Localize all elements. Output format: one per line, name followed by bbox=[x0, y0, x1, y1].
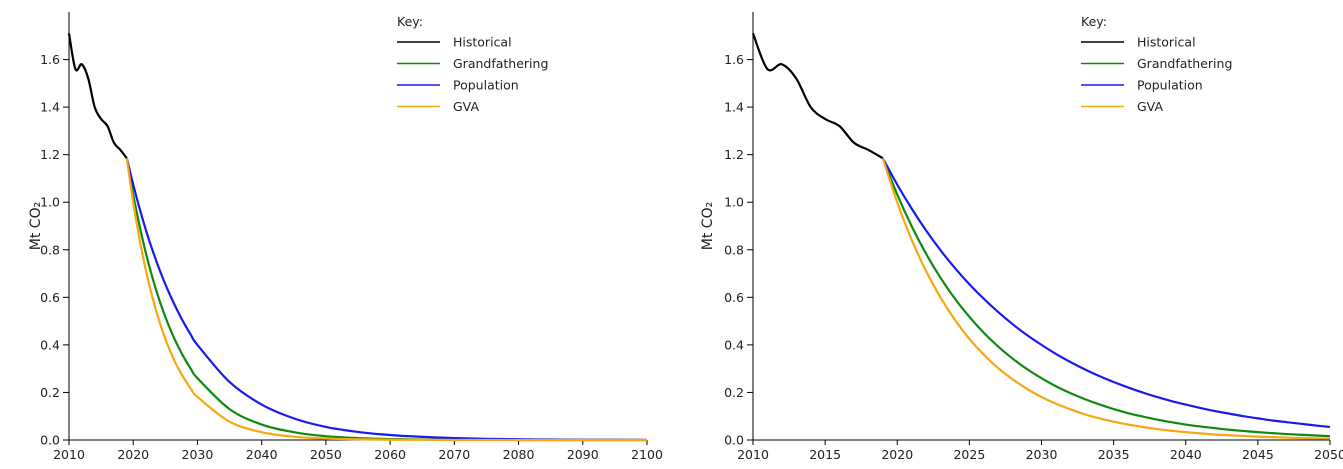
x-tick-label: 2010 bbox=[53, 447, 85, 462]
legend-label: Population bbox=[1137, 78, 1203, 93]
y-tick-label: 1.6 bbox=[40, 52, 60, 67]
series-line bbox=[125, 158, 647, 442]
x-tick-label: 2060 bbox=[374, 447, 406, 462]
y-tick-label: 0.8 bbox=[724, 242, 744, 257]
y-tick-label: 0.0 bbox=[724, 433, 744, 448]
x-tick-label: 2010 bbox=[737, 447, 769, 462]
series-line bbox=[67, 33, 128, 159]
x-tick-label: 2030 bbox=[1026, 447, 1058, 462]
legend-title: Key: bbox=[1081, 14, 1107, 29]
x-tick-label: 2050 bbox=[1314, 447, 1343, 462]
legend-label: Grandfathering bbox=[1137, 56, 1232, 71]
legend-label: GVA bbox=[1137, 99, 1163, 114]
y-tick-label: 0.6 bbox=[40, 290, 60, 305]
x-tick-label: 2020 bbox=[117, 447, 149, 462]
y-tick-label: 1.2 bbox=[40, 147, 60, 162]
y-axis-label: Mt CO₂ bbox=[700, 202, 716, 250]
x-tick-label: 2090 bbox=[567, 447, 599, 462]
y-tick-label: 0.6 bbox=[724, 290, 744, 305]
y-tick-label: 0.2 bbox=[40, 385, 60, 400]
series-line bbox=[751, 32, 884, 160]
y-tick-label: 1.4 bbox=[724, 100, 744, 115]
y-tick-label: 0.4 bbox=[724, 337, 744, 352]
y-tick-label: 1.6 bbox=[724, 52, 744, 67]
x-tick-label: 2070 bbox=[438, 447, 470, 462]
legend-label: Historical bbox=[1137, 35, 1196, 50]
y-tick-label: 0.0 bbox=[40, 433, 60, 448]
x-tick-label: 2100 bbox=[631, 447, 663, 462]
legend-label: GVA bbox=[453, 99, 479, 114]
series-line bbox=[125, 158, 647, 442]
legend-label: Grandfathering bbox=[453, 56, 548, 71]
y-tick-label: 1.4 bbox=[40, 100, 60, 115]
y-tick-label: 1.2 bbox=[724, 147, 744, 162]
series-line bbox=[125, 157, 648, 442]
series-line bbox=[881, 157, 1331, 438]
y-tick-label: 1.0 bbox=[724, 195, 744, 210]
x-tick-label: 2050 bbox=[310, 447, 342, 462]
x-tick-label: 2040 bbox=[1170, 447, 1202, 462]
y-tick-label: 0.4 bbox=[40, 337, 60, 352]
legend-label: Population bbox=[453, 78, 519, 93]
x-tick-label: 2025 bbox=[953, 447, 985, 462]
x-tick-label: 2045 bbox=[1242, 447, 1274, 462]
y-tick-label: 1.0 bbox=[40, 195, 60, 210]
x-tick-label: 2015 bbox=[809, 447, 841, 462]
x-tick-label: 2040 bbox=[246, 447, 278, 462]
x-tick-label: 2020 bbox=[881, 447, 913, 462]
y-tick-label: 0.2 bbox=[724, 385, 744, 400]
x-tick-label: 2035 bbox=[1098, 447, 1130, 462]
series-line bbox=[881, 157, 1331, 440]
x-tick-label: 2030 bbox=[182, 447, 214, 462]
legend-title: Key: bbox=[397, 14, 423, 29]
x-tick-label: 2080 bbox=[503, 447, 535, 462]
series-line bbox=[881, 157, 1331, 429]
legend-label: Historical bbox=[453, 35, 512, 50]
y-tick-label: 0.8 bbox=[40, 242, 60, 257]
y-axis-label: Mt CO₂ bbox=[28, 202, 44, 250]
